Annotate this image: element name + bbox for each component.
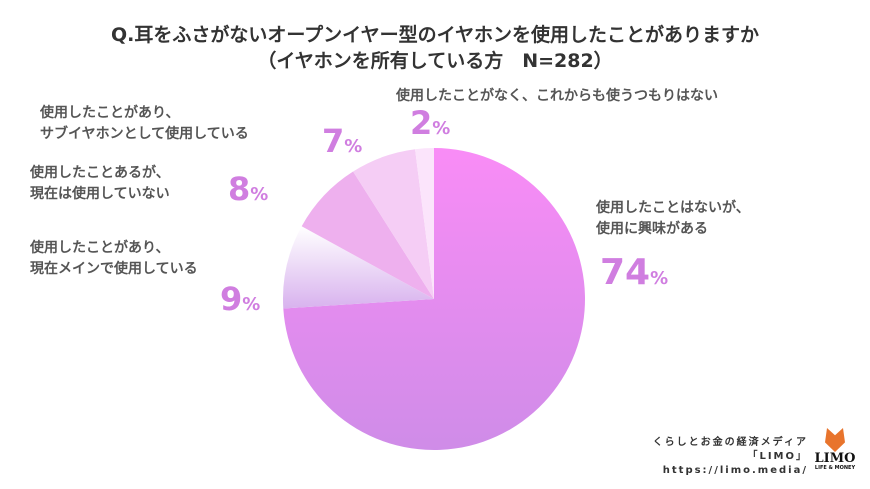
pie-slice <box>353 149 434 299</box>
pct-interested: 74% <box>600 252 669 293</box>
pct-never: 2% <box>410 104 451 142</box>
pct-sub-use: 7% <box>322 122 363 160</box>
label-never: 使用したことがなく、これからも使うつもりはない <box>396 88 718 104</box>
fox-icon <box>825 428 845 452</box>
label-interested: 使用したことはないが、 使用に興味がある <box>596 200 750 237</box>
pie-slice <box>283 148 585 451</box>
label-stopped: 使用したことあるが、 現在は使用していない <box>30 165 170 202</box>
pie-slice <box>415 148 434 299</box>
pct-main-use: 9% <box>220 280 261 318</box>
label-sub-use: 使用したことがあり、 サブイヤホンとして使用している <box>40 105 249 142</box>
credit: くらしとお金の経済メディア 「LIMO」 https://limo.media/ <box>652 437 808 476</box>
chart-subtitle: （イヤホンを所有している方 N=282） <box>257 50 613 72</box>
chart-title: Q.耳をふさがないオープンイヤー型のイヤホンを使用したことがありますか <box>110 24 760 46</box>
pct-stopped: 8% <box>228 170 269 208</box>
label-main-use: 使用したことがあり、 現在メインで使用している <box>30 240 198 277</box>
pie-slice <box>283 226 434 309</box>
limo-logo: LIMO LIFE & MONEY <box>812 428 858 471</box>
pie-slice <box>301 171 434 299</box>
